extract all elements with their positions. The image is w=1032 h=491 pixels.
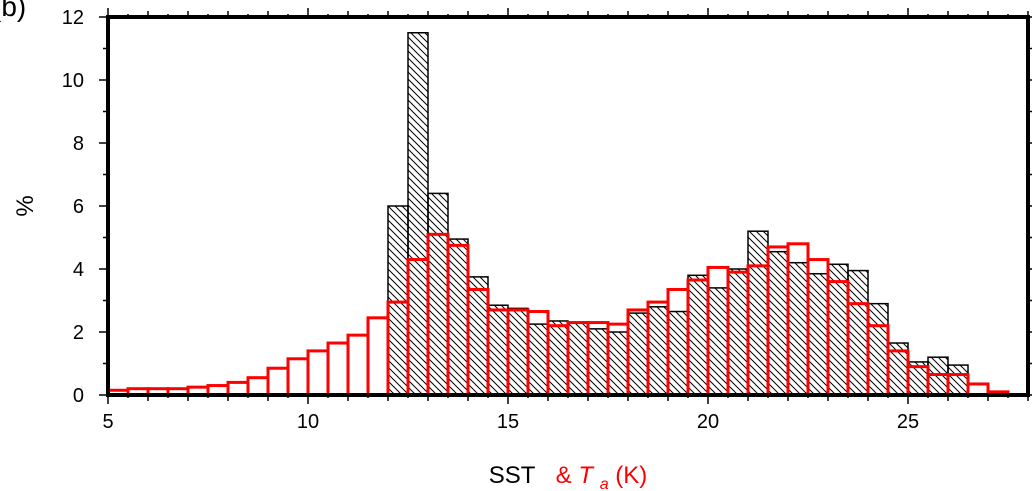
sst-bar [587,328,609,396]
x-axis-title-sst: SST [489,462,536,489]
ta-bar [286,357,310,397]
y-tick-label: 4 [73,259,84,281]
sst-bar [807,272,829,396]
plot-frame [106,15,1030,397]
ta-bar [266,366,290,397]
x-tick-label: 20 [697,411,719,433]
sst-bar [647,306,669,396]
sst-bar [707,287,729,396]
x-axis-title-unit: (K) [615,462,647,489]
x-tick-label: 5 [102,411,113,433]
sst-bar [827,263,849,396]
sst-bar [727,268,749,396]
sst-bar [407,32,429,396]
sst-bar [507,307,529,396]
x-tick-labels: 5 10 15 20 25 [102,411,919,433]
x-axis-title-ta: T [578,462,595,489]
x-axis-title-amp: & [556,462,579,489]
x-tick-label: 25 [897,411,919,433]
sst-bar [567,321,589,396]
ta-bar [306,349,330,397]
panel-label: (b) [0,0,26,22]
sst-bar [627,312,649,396]
sst-bar [947,364,969,396]
sst-bar [547,320,569,396]
sst-bar [927,356,949,396]
y-tick-label: 0 [73,385,84,407]
y-tick-label: 6 [73,196,84,218]
sst-bar [447,238,469,396]
x-axis-title: SST & T a (K) [489,462,648,491]
sst-bar [867,302,889,396]
y-tick-label: 8 [73,133,84,155]
sst-bar [467,276,489,396]
y-tick-label: 2 [73,322,84,344]
sst-bar [847,269,869,396]
sst-bar [387,205,409,396]
ta-bar [366,316,390,397]
x-axis-title-ta-sub: a [600,476,609,491]
sst-bar [487,304,509,396]
y-tick-labels: 0 2 4 6 8 10 12 [62,7,84,407]
sst-bar [427,192,449,396]
sst-bar [767,250,789,396]
ta-bar [246,376,270,397]
sst-bars [387,32,969,396]
sst-bar [687,274,709,396]
y-axis-title: % [12,195,39,216]
ta-bar [346,333,370,397]
sst-bar [527,323,549,396]
sst-bar [667,310,689,396]
ta-bar [326,341,350,397]
y-tick-label: 10 [62,70,84,92]
sst-bar [607,331,629,396]
sst-bar [787,261,809,396]
x-tick-label: 15 [497,411,519,433]
x-tick-label: 10 [297,411,319,433]
sst-bar [747,230,769,396]
y-tick-label: 12 [62,7,84,29]
